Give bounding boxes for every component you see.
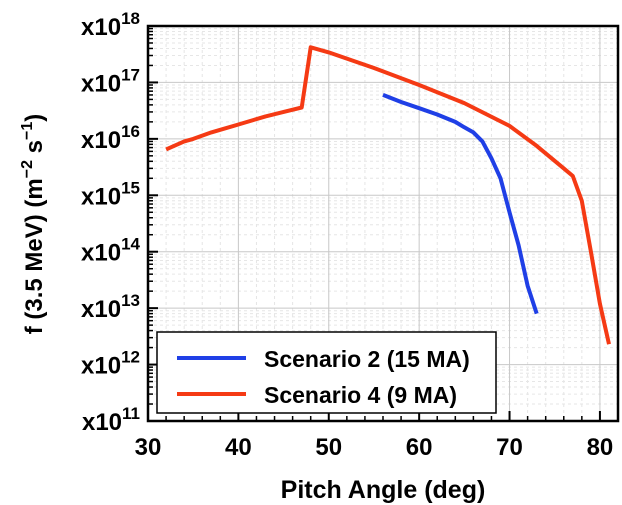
y-axis-label: f (3.5 MeV) (m−2 s−1) <box>19 114 48 335</box>
y-tick-label-base: x10 <box>81 70 121 97</box>
y-tick-label-exponent: 12 <box>121 348 140 367</box>
y-tick-label: x1016 <box>81 122 140 154</box>
legend: Scenario 2 (15 MA) Scenario 4 (9 MA) <box>156 331 497 414</box>
y-tick-label-exponent: 17 <box>121 65 140 84</box>
y-tick-label-exponent: 11 <box>122 404 140 423</box>
series-lines <box>165 45 611 345</box>
x-tick-label: 60 <box>406 434 433 461</box>
y-tick-label-base: x10 <box>82 409 122 436</box>
series-line-scenario-2 <box>382 93 539 315</box>
y-tick-label-base: x10 <box>81 353 121 380</box>
y-tick-label: x1011 <box>82 404 140 436</box>
x-tick-label: 70 <box>496 434 523 461</box>
x-tick-label: 80 <box>587 434 614 461</box>
y-tick-label: x1012 <box>81 348 140 380</box>
y-tick-label: x1017 <box>81 65 140 97</box>
x-axis-label: Pitch Angle (deg) <box>281 476 486 504</box>
y-tick-label-base: x10 <box>81 240 121 267</box>
y-axis-label-part: f (3.5 MeV) (m <box>21 178 48 334</box>
y-tick-label-exponent: 18 <box>121 9 140 28</box>
x-tick-label: 30 <box>135 434 162 461</box>
x-tick-label: 40 <box>225 434 252 461</box>
y-axis-label-part: ) <box>21 114 48 122</box>
legend-box <box>156 331 497 414</box>
series-line-scenario-4 <box>165 45 611 345</box>
x-tick-labels: 30 40 50 60 70 80 <box>135 434 614 461</box>
y-axis-label-part: s <box>21 140 48 160</box>
y-tick-label-base: x10 <box>81 296 121 323</box>
y-axis-label-sup: −2 <box>19 160 36 178</box>
y-tick-label-exponent: 13 <box>121 291 140 310</box>
y-axis-label-sup: −1 <box>19 122 36 140</box>
legend-label-scenario-4: Scenario 4 (9 MA) <box>264 382 457 408</box>
y-tick-label: x1014 <box>81 235 141 267</box>
ticks <box>147 25 619 422</box>
y-tick-label: x1015 <box>81 178 140 210</box>
y-tick-label-exponent: 16 <box>121 122 140 141</box>
y-tick-label-base: x10 <box>81 127 121 154</box>
y-tick-label: x1013 <box>81 291 140 323</box>
y-tick-label-base: x10 <box>81 14 121 41</box>
y-tick-label: x1018 <box>81 9 140 41</box>
y-tick-label-base: x10 <box>81 183 121 210</box>
legend-label-scenario-2: Scenario 2 (15 MA) <box>264 346 470 372</box>
y-tick-label-exponent: 15 <box>121 178 140 197</box>
y-tick-label-exponent: 14 <box>121 235 140 254</box>
x-tick-label: 50 <box>315 434 342 461</box>
